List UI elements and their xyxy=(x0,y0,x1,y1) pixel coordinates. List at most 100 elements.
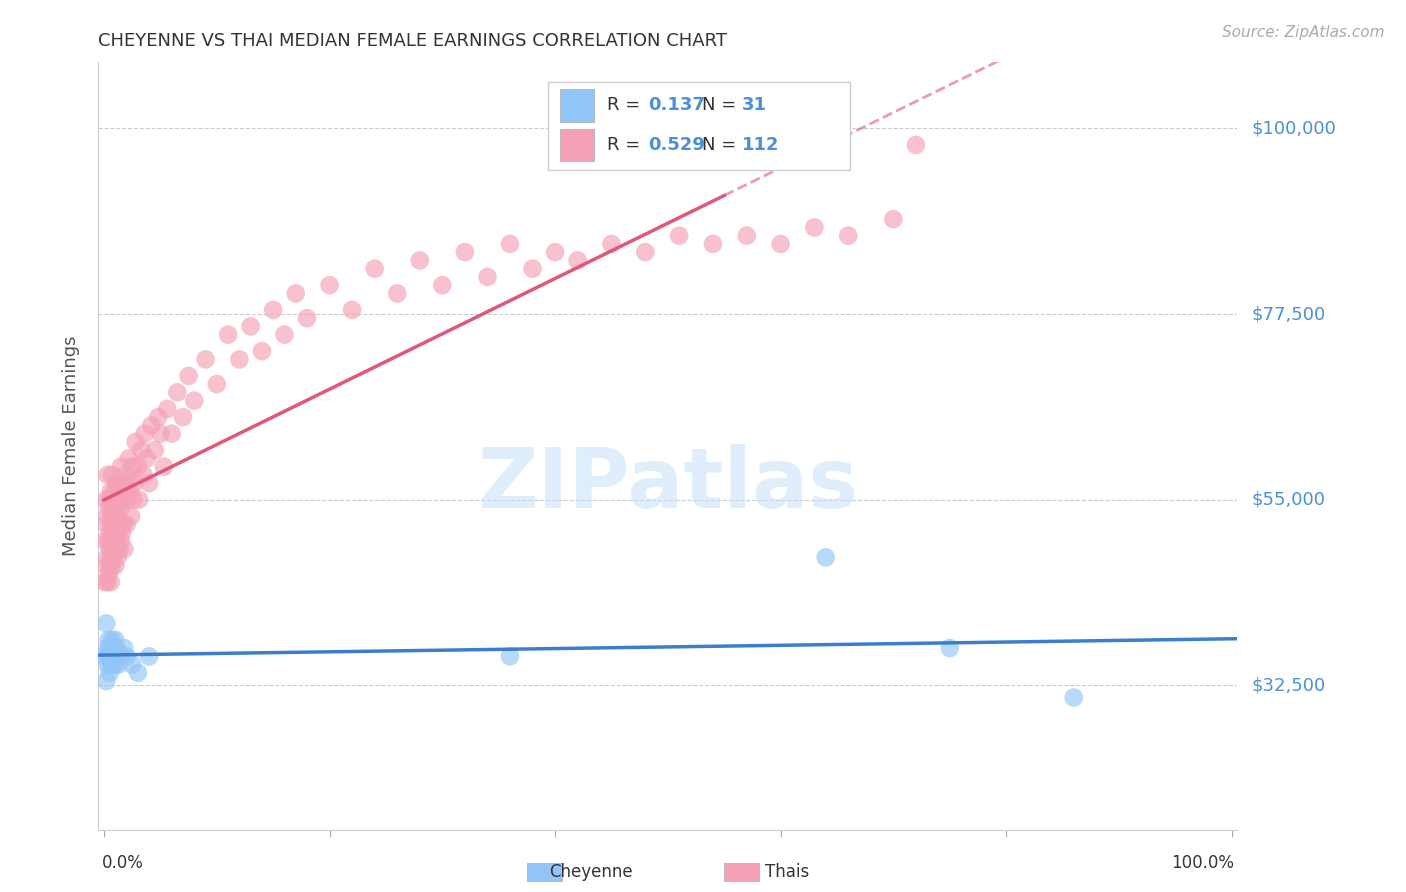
Point xyxy=(499,236,522,251)
Text: 112: 112 xyxy=(742,136,779,153)
Point xyxy=(103,484,125,499)
Text: $100,000: $100,000 xyxy=(1251,120,1336,137)
Point xyxy=(132,467,155,482)
Point xyxy=(101,533,124,548)
Point xyxy=(904,137,927,152)
Point xyxy=(273,327,295,342)
Point xyxy=(769,236,792,251)
Point xyxy=(115,492,138,507)
Bar xyxy=(724,863,759,881)
Point xyxy=(432,278,454,293)
Point xyxy=(127,665,149,680)
Point xyxy=(103,649,125,664)
Text: CHEYENNE VS THAI MEDIAN FEMALE EARNINGS CORRELATION CHART: CHEYENNE VS THAI MEDIAN FEMALE EARNINGS … xyxy=(98,32,727,50)
Text: 0.137: 0.137 xyxy=(648,95,706,113)
Point xyxy=(108,476,131,491)
Point xyxy=(107,525,129,540)
Point xyxy=(100,657,122,672)
Point xyxy=(110,533,132,548)
Point xyxy=(98,641,121,656)
Point xyxy=(122,492,145,507)
Point xyxy=(112,641,135,656)
Point xyxy=(567,253,589,268)
Point xyxy=(149,426,172,441)
Point xyxy=(112,476,135,491)
Point xyxy=(153,459,176,474)
Text: $32,500: $32,500 xyxy=(1251,676,1326,694)
Point xyxy=(108,542,131,557)
Point xyxy=(124,476,146,491)
Point xyxy=(135,451,157,466)
Point xyxy=(112,542,135,557)
Point xyxy=(194,352,217,367)
Point xyxy=(100,649,122,664)
Point xyxy=(103,542,125,557)
Point xyxy=(97,533,120,548)
Point xyxy=(94,649,117,664)
Point xyxy=(105,641,128,656)
Point xyxy=(477,269,499,284)
Point xyxy=(115,649,138,664)
Point xyxy=(882,212,904,227)
Point xyxy=(409,253,432,268)
Point xyxy=(454,245,477,260)
Point xyxy=(363,261,385,276)
Point xyxy=(98,558,121,573)
Point xyxy=(634,245,657,260)
Point xyxy=(228,352,250,367)
Text: N =: N = xyxy=(702,95,742,113)
Point xyxy=(522,261,544,276)
Point xyxy=(104,500,127,515)
FancyBboxPatch shape xyxy=(548,81,851,169)
Point xyxy=(97,500,120,515)
Point xyxy=(104,657,127,672)
Point xyxy=(96,509,118,524)
Point xyxy=(98,525,121,540)
Point xyxy=(117,476,139,491)
Point xyxy=(105,476,128,491)
Point xyxy=(217,327,239,342)
Point xyxy=(96,492,118,507)
Point xyxy=(160,426,183,441)
Point xyxy=(100,575,122,590)
Text: $55,000: $55,000 xyxy=(1251,491,1326,508)
Point xyxy=(104,632,127,647)
Point xyxy=(104,558,127,573)
Point xyxy=(148,410,170,425)
Point xyxy=(96,657,118,672)
Text: ZIPatlas: ZIPatlas xyxy=(478,444,858,524)
Point xyxy=(101,550,124,565)
Text: $77,500: $77,500 xyxy=(1251,305,1326,323)
Point xyxy=(118,484,141,499)
Point xyxy=(262,302,284,317)
Point xyxy=(115,517,138,532)
Point xyxy=(97,632,120,647)
Point xyxy=(127,459,149,474)
Point xyxy=(600,236,623,251)
Point xyxy=(100,550,122,565)
Point xyxy=(141,418,163,433)
Point xyxy=(668,228,690,243)
Point xyxy=(101,649,124,664)
Point xyxy=(103,517,125,532)
Point xyxy=(205,377,228,392)
Point xyxy=(183,393,205,408)
Point xyxy=(97,649,120,664)
Text: 0.529: 0.529 xyxy=(648,136,706,153)
Point xyxy=(938,641,960,656)
Point xyxy=(295,311,318,326)
Text: Cheyenne: Cheyenne xyxy=(548,863,633,881)
Point xyxy=(107,492,129,507)
Point xyxy=(110,500,132,515)
Point xyxy=(96,517,118,532)
Point xyxy=(120,509,142,524)
Text: N =: N = xyxy=(702,136,742,153)
Point xyxy=(107,645,129,659)
Point xyxy=(702,236,724,251)
Point xyxy=(318,278,340,293)
Point xyxy=(101,657,124,672)
Point xyxy=(96,641,118,656)
Point xyxy=(96,575,118,590)
Text: R =: R = xyxy=(607,136,647,153)
Point xyxy=(112,484,135,499)
